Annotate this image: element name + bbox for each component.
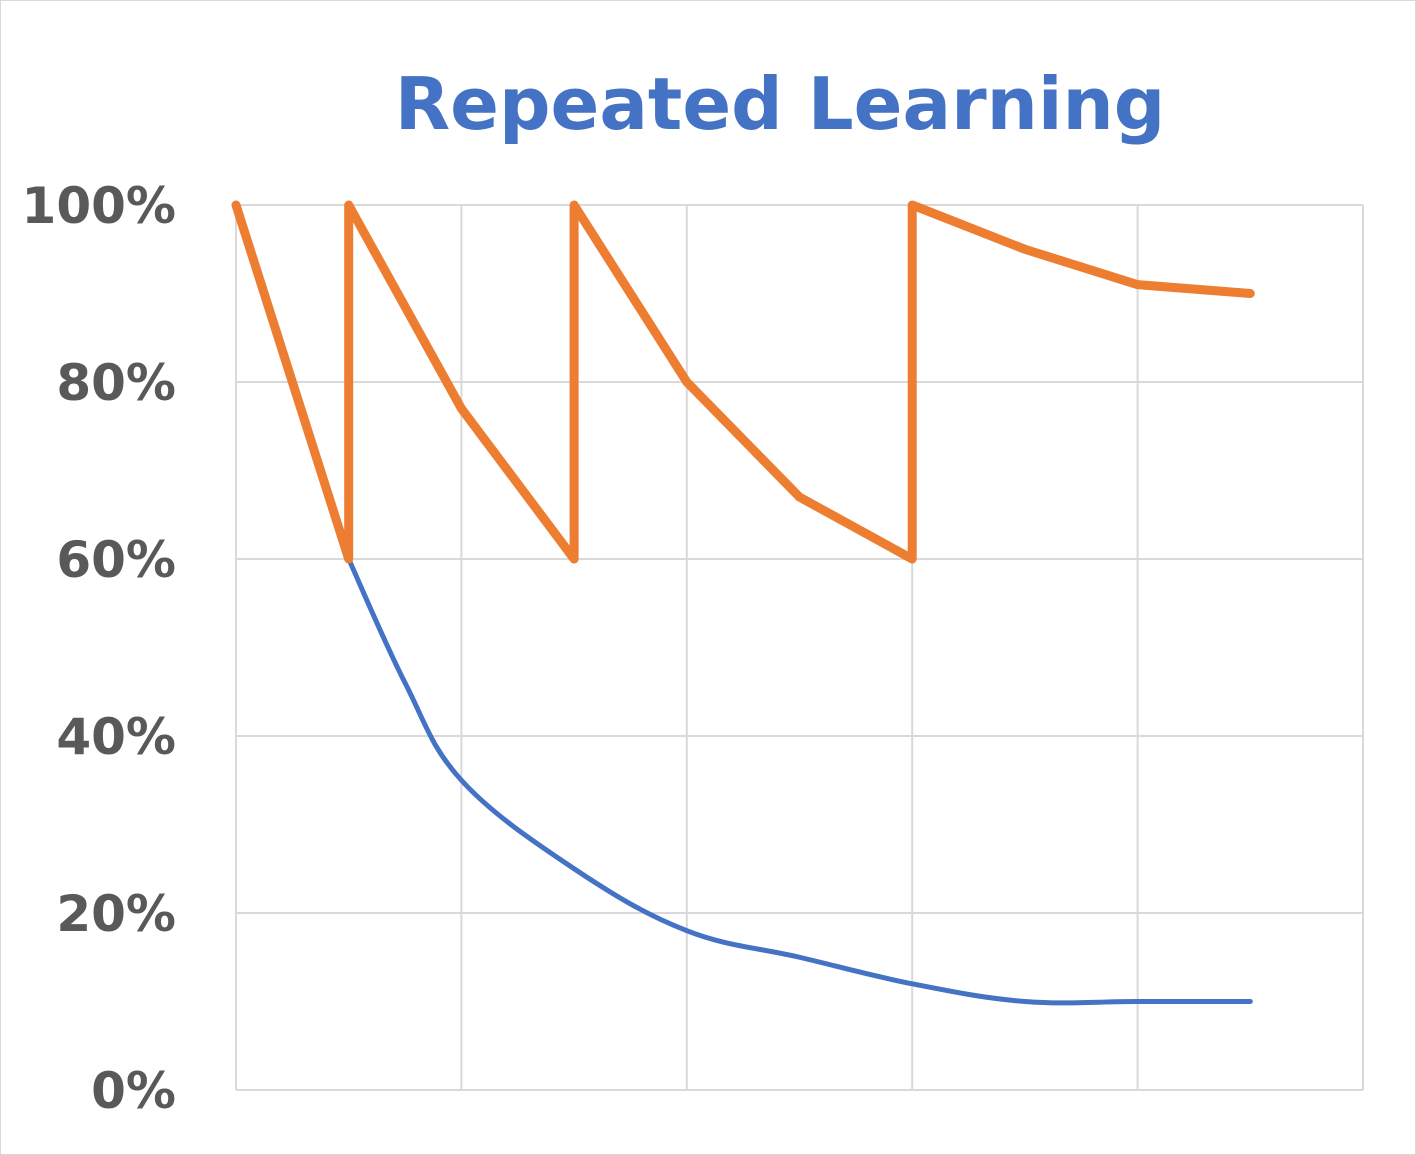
- series-line-2: [231, 200, 1255, 564]
- series-line-1: [346, 556, 1253, 1006]
- y-tick-label: 0%: [91, 1062, 176, 1120]
- chart-title: Repeated Learning: [394, 62, 1166, 146]
- y-tick-label: 20%: [56, 885, 176, 943]
- y-tick-label: 60%: [56, 531, 176, 589]
- y-tick-label: 100%: [22, 177, 176, 235]
- y-tick-label: 40%: [56, 708, 176, 766]
- y-tick-label: 80%: [56, 354, 176, 412]
